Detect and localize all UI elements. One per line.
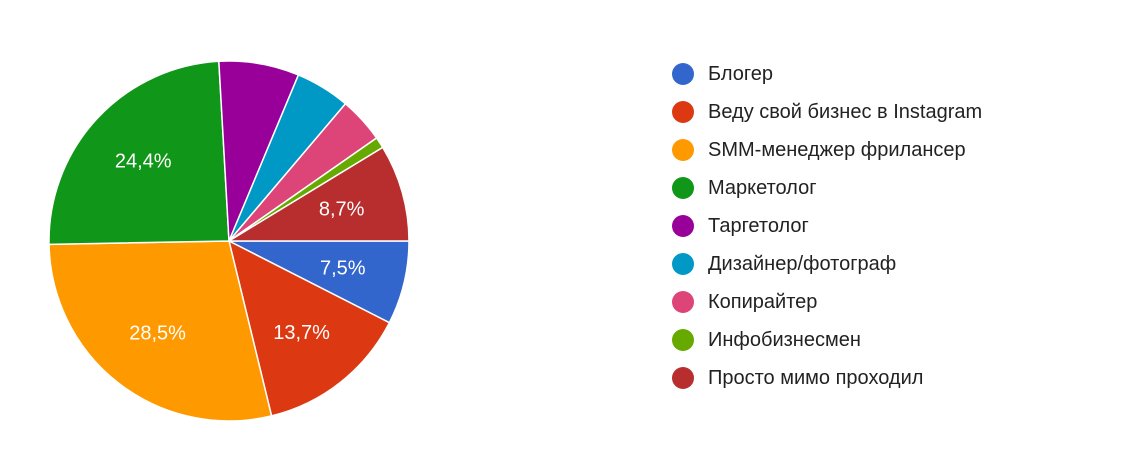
- pie-slice-4: [48, 60, 230, 246]
- legend-swatch-icon: [672, 253, 694, 275]
- pie-slice-2: [227, 239, 391, 417]
- legend-swatch-icon: [672, 329, 694, 351]
- legend-item-7: Копирайтер: [672, 283, 982, 321]
- pie-slice-9: [226, 146, 410, 242]
- legend-swatch-icon: [672, 177, 694, 199]
- legend-swatch-icon: [672, 63, 694, 85]
- legend-label: Веду свой бизнес в Instagram: [708, 100, 983, 123]
- slice-label-1: 7,5%: [320, 257, 366, 279]
- legend-swatch-icon: [672, 291, 694, 313]
- pie-plot: 7,5% 13,7% 28,5% 24,4% 8,7%: [48, 60, 410, 422]
- legend-swatch-icon: [672, 367, 694, 389]
- legend-label: Дизайнер/фотограф: [708, 252, 897, 275]
- legend-label: Просто мимо проходил: [708, 366, 924, 389]
- legend-swatch-icon: [672, 215, 694, 237]
- slice-label-4: 24,4%: [115, 150, 172, 172]
- legend-label: SMM-менеджер фрилансер: [708, 138, 966, 161]
- legend-swatch-icon: [672, 139, 694, 161]
- legend-item-5: Таргетолог: [672, 207, 982, 245]
- legend-item-6: Дизайнер/фотограф: [672, 245, 982, 283]
- legend-item-9: Просто мимо проходил: [672, 359, 982, 397]
- legend: Блогер Веду свой бизнес в Instagram SMM-ме…: [672, 55, 982, 397]
- legend-label: Таргетолог: [708, 214, 809, 237]
- legend-item-1: Блогер: [672, 55, 982, 93]
- slice-label-2: 13,7%: [273, 322, 330, 344]
- legend-item-3: SMM-менеджер фрилансер: [672, 131, 982, 169]
- legend-swatch-icon: [672, 101, 694, 123]
- legend-item-4: Маркетолог: [672, 169, 982, 207]
- legend-label: Инфобизнесмен: [708, 328, 861, 351]
- legend-label: Блогер: [708, 62, 774, 85]
- legend-item-8: Инфобизнесмен: [672, 321, 982, 359]
- slice-label-9: 8,7%: [319, 198, 365, 220]
- legend-label: Копирайтер: [708, 290, 818, 313]
- slice-label-3: 28,5%: [129, 323, 186, 345]
- pie-slice-3: [48, 240, 273, 422]
- legend-item-2: Веду свой бизнес в Instagram: [672, 93, 982, 131]
- legend-label: Маркетолог: [708, 176, 817, 199]
